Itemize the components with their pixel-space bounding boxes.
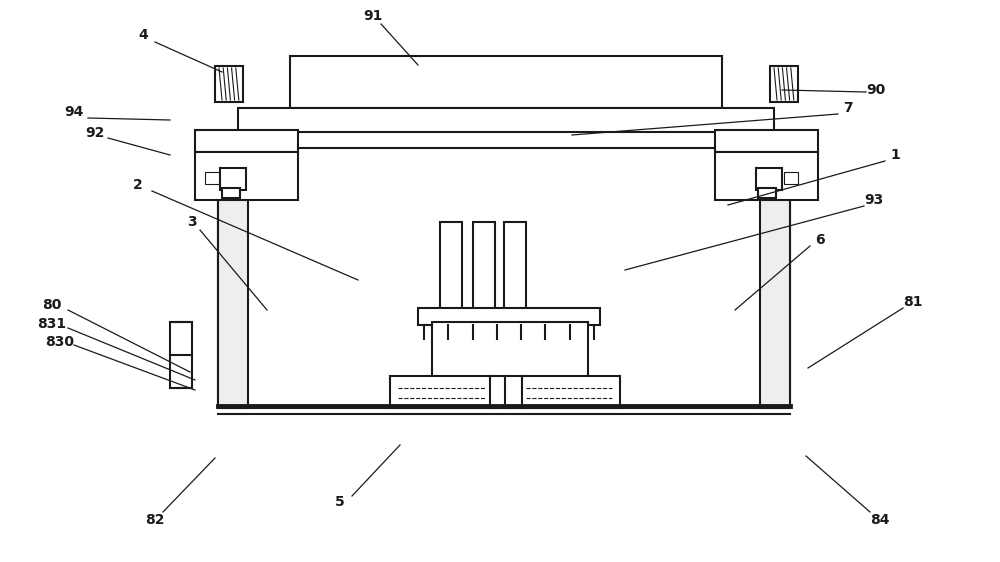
Bar xyxy=(473,222,495,310)
Text: 80: 80 xyxy=(42,298,62,312)
Bar xyxy=(432,322,588,378)
Bar xyxy=(215,66,243,102)
Text: 830: 830 xyxy=(46,335,74,349)
Bar xyxy=(715,152,818,200)
Bar xyxy=(504,222,526,310)
Bar xyxy=(758,188,776,198)
Bar xyxy=(195,152,298,200)
Text: 6: 6 xyxy=(815,233,825,247)
Bar xyxy=(205,172,219,184)
Text: 90: 90 xyxy=(866,83,886,97)
Text: 4: 4 xyxy=(138,28,148,42)
Bar xyxy=(170,322,192,388)
Text: 92: 92 xyxy=(85,126,105,140)
Text: 7: 7 xyxy=(843,101,853,115)
Bar xyxy=(440,222,462,310)
Text: 94: 94 xyxy=(64,105,84,119)
Bar xyxy=(715,130,818,152)
Bar xyxy=(218,148,248,408)
Text: 84: 84 xyxy=(870,513,890,527)
Bar xyxy=(390,376,620,408)
Text: 3: 3 xyxy=(187,215,197,229)
Bar xyxy=(418,308,600,325)
Bar xyxy=(222,188,240,198)
Text: 93: 93 xyxy=(864,193,884,207)
Bar xyxy=(756,168,782,190)
Text: 2: 2 xyxy=(133,178,143,192)
Text: 91: 91 xyxy=(363,9,383,23)
Bar xyxy=(760,148,790,408)
Text: 82: 82 xyxy=(145,513,165,527)
Text: 1: 1 xyxy=(890,148,900,162)
Bar xyxy=(218,148,790,408)
Text: 831: 831 xyxy=(37,317,67,331)
Text: 81: 81 xyxy=(903,295,923,309)
Bar xyxy=(290,56,722,108)
Bar xyxy=(195,130,298,152)
Text: 5: 5 xyxy=(335,495,345,509)
Bar xyxy=(238,108,774,132)
Bar xyxy=(770,66,798,102)
Bar xyxy=(220,168,246,190)
Bar xyxy=(784,172,798,184)
Bar xyxy=(490,378,522,406)
